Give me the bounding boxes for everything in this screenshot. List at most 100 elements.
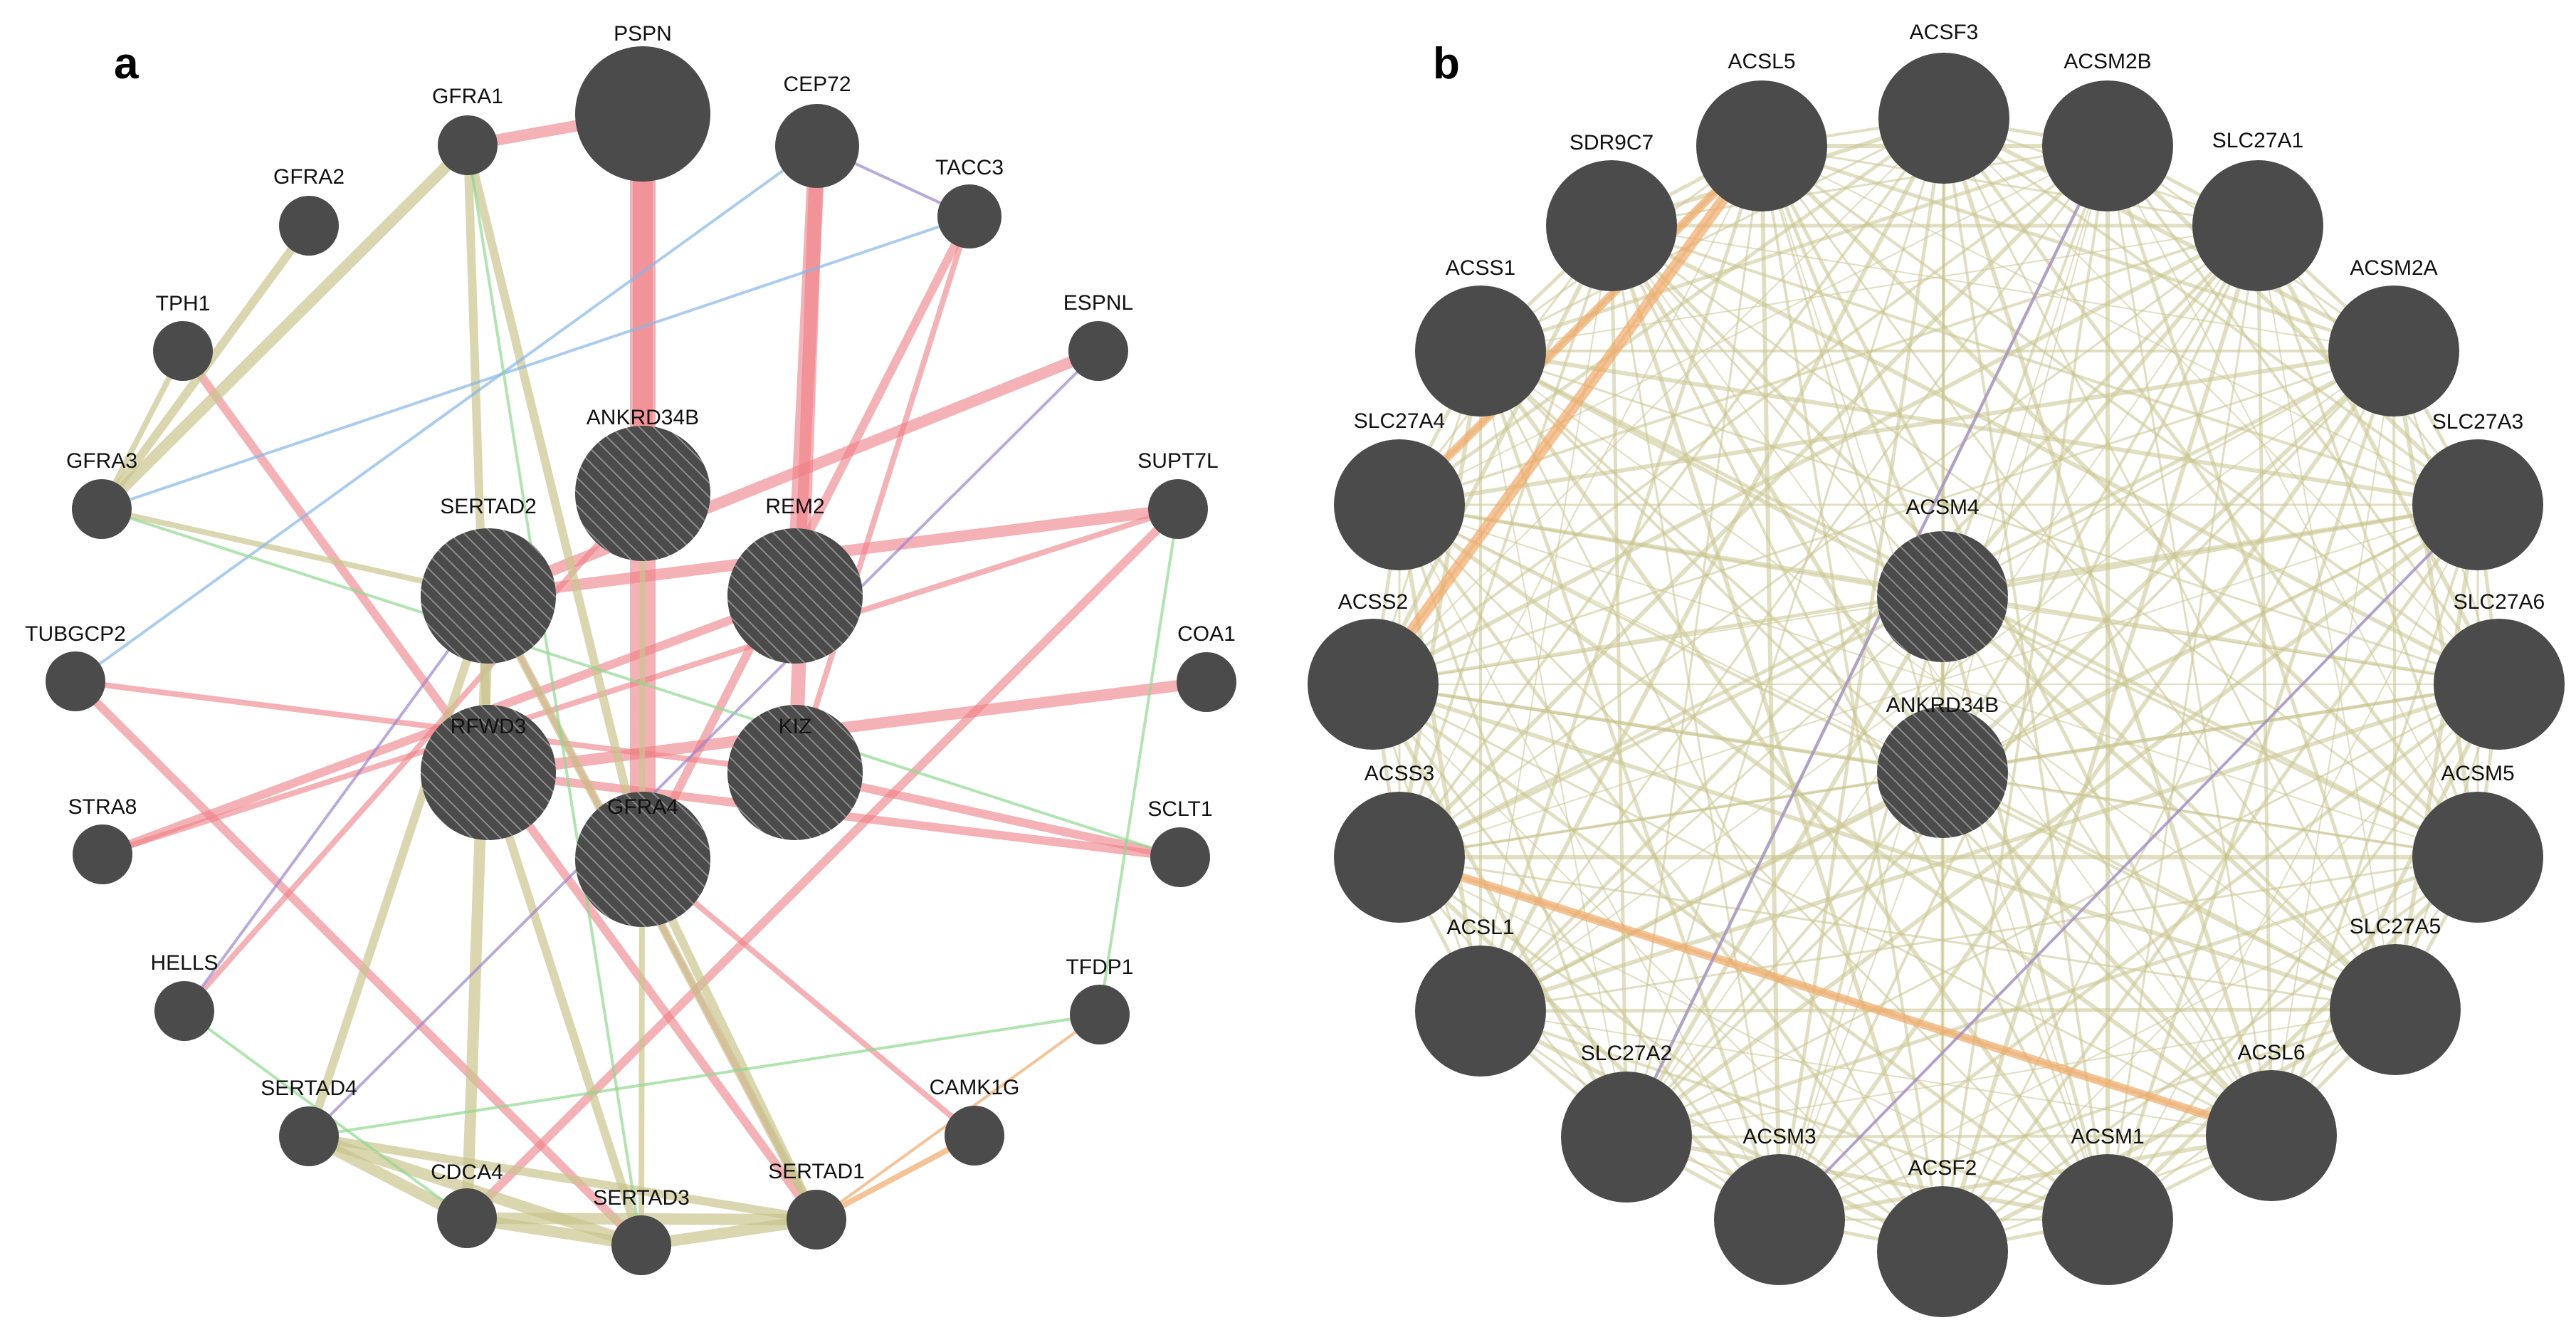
panel-a-node-label-supt7l: SUPT7L — [1137, 449, 1218, 473]
panel-b-edge-coexpression-acsl5-ankrd34b-b — [1760, 145, 1944, 773]
panel-b-node-slc27a5[interactable]: SLC27A5 — [2330, 915, 2461, 1075]
panel-b-edge-coexpression-slc27a6-acsm4 — [1942, 596, 2500, 685]
panel-b-node-slc27a3[interactable]: SLC27A3 — [2412, 410, 2543, 570]
panel-b-edge-coexpression-acsm2b-acss3 — [1397, 144, 2110, 859]
panel-a-node-espnl[interactable]: ESPNL — [1063, 291, 1133, 381]
panel-a-node-sertad2[interactable]: SERTAD2 — [421, 495, 556, 664]
panel-b-node-circle-acsl5 — [1696, 80, 1827, 211]
panel-a-node-gfra2[interactable]: GFRA2 — [273, 165, 345, 256]
panel-b-edge-coexpression-acsf2-sdr9c7 — [1609, 225, 1945, 1252]
panel-b-node-acsl5[interactable]: ACSL5 — [1696, 50, 1827, 211]
panel-a-node-gfra1[interactable]: GFRA1 — [432, 85, 503, 175]
panel-a-node-rem2[interactable]: REM2 — [727, 495, 863, 664]
panel-a-node-coa1[interactable]: COA1 — [1177, 622, 1236, 712]
panel-b-edge-coexpression-acsm1-acsl1 — [1480, 1010, 2108, 1221]
panel-b-edge-coexpression-slc27a6-slc27a2 — [1626, 683, 2500, 1138]
panel-b-node-acsm4[interactable]: ACSM4 — [1877, 496, 2008, 662]
panel-a-node-pspn[interactable]: PSPN — [575, 22, 710, 182]
panel-a-node-label-sertad4: SERTAD4 — [261, 1077, 357, 1100]
panel-b-edge-coexpression-acss1-acsm4 — [1479, 349, 1944, 599]
panel-b-edge-coexpression-acsm5-acsf2 — [1941, 856, 2479, 1253]
panel-b-node-circle-acss3 — [1334, 792, 1465, 923]
panel-b-edge-coexpression-acsm5-acsm4 — [1942, 595, 2478, 859]
panel-b-edge-coexpression-acsf3-slc27a4 — [1398, 116, 1945, 507]
panel-b-edge-coexpression-acsf2-acss1 — [1479, 350, 1944, 1252]
panel-a-node-stra8[interactable]: STRA8 — [68, 795, 137, 884]
panel-a-node-sertad4[interactable]: SERTAD4 — [261, 1077, 357, 1166]
panel-b-node-label-acsl6: ACSL6 — [2237, 1041, 2305, 1064]
panel-a-node-tph1[interactable]: TPH1 — [153, 292, 213, 381]
panel-b-node-acsl1[interactable]: ACSL1 — [1415, 916, 1546, 1077]
panel-b-edge-coexpression-slc27a6-acsl6 — [2269, 683, 2501, 1137]
panel-b-edge-coexpression-acsf2-acss2 — [1372, 684, 1943, 1252]
panel-a-node-sertad1[interactable]: SERTAD1 — [768, 1160, 865, 1250]
panel-b-node-acsm2a[interactable]: ACSM2A — [2328, 256, 2459, 417]
panel-a-node-gfra3[interactable]: GFRA3 — [66, 449, 137, 539]
panel-a-node-circle-espnl — [1068, 321, 1128, 381]
panel-b-edge-coexpression-slc27a3-slc27a2 — [1625, 503, 2479, 1139]
panel-a-node-circle-rfwd3 — [421, 705, 556, 840]
panel-a-node-kiz[interactable]: KIZ — [727, 705, 863, 840]
panel-a-node-camk1g[interactable]: CAMK1G — [930, 1076, 1020, 1166]
panel-a-node-rfwd3[interactable]: RFWD3 — [421, 705, 556, 840]
panel-b-node-acsm3[interactable]: ACSM3 — [1714, 1125, 1845, 1285]
panel-a-node-circle-hells — [154, 981, 214, 1041]
panel-a-node-label-pspn: PSPN — [614, 22, 672, 46]
panel-a-edge-physical-cep72-kiz — [788, 145, 824, 773]
panel-b-edge-coexpression-acsl6-acsl1 — [1480, 1010, 2272, 1136]
panel-a-edge-genetic-gfra1-sertad3 — [466, 145, 643, 1246]
panel-b-node-acsm1[interactable]: ACSM1 — [2042, 1125, 2173, 1285]
panel-b-node-acsm2b[interactable]: ACSM2B — [2042, 50, 2173, 211]
panel-a-node-gfra4[interactable]: GFRA4 — [575, 792, 710, 927]
panel-b-node-circle-acsm1 — [2042, 1154, 2173, 1285]
panel-a-node-cdca4[interactable]: CDCA4 — [431, 1161, 503, 1248]
panel-b-node-circle-acss1 — [1415, 286, 1546, 417]
panel-a-edge-genetic-tfdp1-sertad4 — [308, 1013, 1100, 1138]
panel-a-node-hells[interactable]: HELLS — [150, 951, 219, 1041]
panel-b-edge-coexpression-slc27a5-acss1 — [1480, 350, 2396, 1010]
panel-b-node-acsf3[interactable]: ACSF3 — [1878, 21, 2009, 184]
panel-b-node-slc27a2[interactable]: SLC27A2 — [1561, 1042, 1692, 1203]
panel-a-node-label-sertad3: SERTAD3 — [593, 1186, 690, 1210]
panel-b-node-label-slc27a3: SLC27A3 — [2432, 410, 2523, 434]
panel-b-network: b ACSF3 ACSM2B SLC27A1 ACSM2A SLC27A3 SLC27A6… — [1308, 21, 2565, 1317]
panel-a-node-sertad3[interactable]: SERTAD3 — [593, 1186, 690, 1275]
panel-a-node-label-sertad2: SERTAD2 — [440, 495, 537, 518]
panel-b-node-acsl6[interactable]: ACSL6 — [2206, 1041, 2337, 1201]
panel-a-node-label-stra8: STRA8 — [68, 795, 137, 819]
panel-b-edge-coexpression-acsf3-slc27a3 — [1942, 117, 2479, 506]
panel-b-edge-coexpression-acsm2a-ankrd34b-b — [1940, 349, 2396, 775]
panel-a-node-tubgcp2[interactable]: TUBGCP2 — [25, 622, 126, 711]
panel-b-node-acsm5[interactable]: ACSM5 — [2412, 762, 2543, 923]
panel-a-node-circle-tfdp1 — [1070, 985, 1130, 1044]
panel-a-node-supt7l[interactable]: SUPT7L — [1137, 449, 1219, 539]
panel-a-node-circle-ankrd34b — [575, 426, 710, 561]
panel-a-edge-physical-hells-ankrd34b — [182, 491, 645, 1013]
panel-b-node-acss3[interactable]: ACSS3 — [1334, 762, 1465, 923]
panel-b-edge-coexpression-acsl5-acsm4 — [1760, 145, 1945, 597]
panel-b-node-acsf2[interactable]: ACSF2 — [1877, 1156, 2008, 1317]
panel-b-node-slc27a1[interactable]: SLC27A1 — [2192, 129, 2323, 291]
panel-a-node-sclt1[interactable]: SCLT1 — [1147, 797, 1213, 887]
panel-b-label: b — [1433, 39, 1460, 88]
panel-b-node-label-acss3: ACSS3 — [1365, 762, 1434, 785]
panel-b-node-label-slc27a4: SLC27A4 — [1354, 409, 1445, 433]
panel-b-edge-coexpression-acsl6-acss1 — [1479, 350, 2273, 1137]
panel-b-edge-coexpression-acsm3-acsm4 — [1778, 596, 1944, 1220]
panel-a-node-tfdp1[interactable]: TFDP1 — [1066, 955, 1134, 1044]
panel-b-edge-coexpression-acss2-sdr9c7 — [1371, 224, 1614, 686]
panel-b-node-slc27a6[interactable]: SLC27A6 — [2434, 590, 2565, 750]
panel-b-node-acss2[interactable]: ACSS2 — [1308, 590, 1439, 750]
panel-b-node-ankrd34b[interactable]: ANKRD34B — [1877, 693, 2008, 838]
panel-a-node-tacc3[interactable]: TACC3 — [935, 156, 1004, 248]
panel-a-node-label-kiz: KIZ — [779, 715, 812, 738]
panel-b-node-sdr9c7[interactable]: SDR9C7 — [1546, 131, 1677, 291]
panel-a-node-ankrd34b[interactable]: ANKRD34B — [575, 406, 710, 561]
panel-b-node-acss1[interactable]: ACSS1 — [1415, 256, 1546, 417]
panel-b-edge-coexpression-slc27a5-acsm3 — [1779, 1008, 2396, 1221]
panel-b-node-label-acsl5: ACSL5 — [1728, 50, 1795, 73]
panel-a-node-cep72[interactable]: CEP72 — [775, 73, 859, 188]
panel-b-node-slc27a4[interactable]: SLC27A4 — [1334, 409, 1465, 570]
panel-a-edge-pathway-tacc3-gfra3 — [101, 215, 970, 510]
panel-a-node-circle-gfra2 — [279, 196, 339, 256]
